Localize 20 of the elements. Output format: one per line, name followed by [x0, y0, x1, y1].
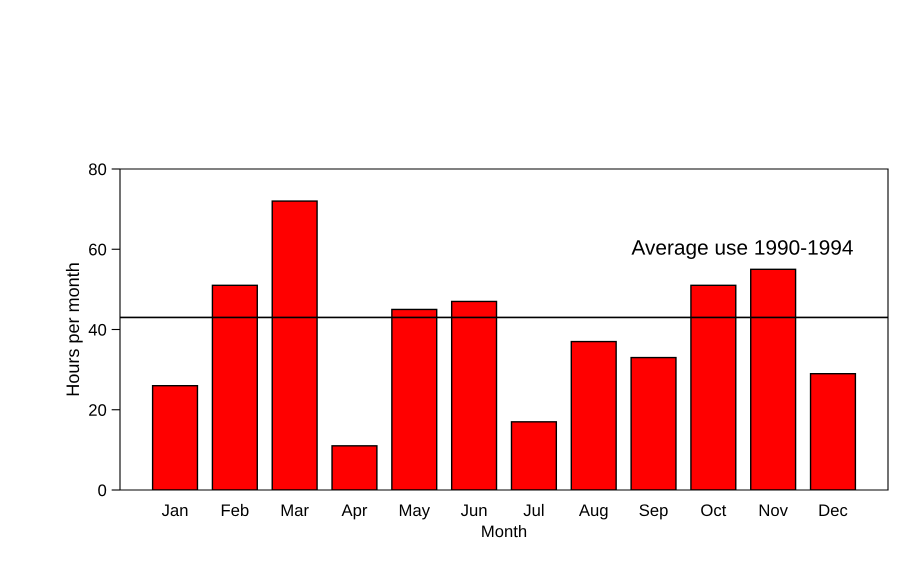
y-tick-label: 60	[89, 244, 106, 256]
x-tick-label: Sep	[639, 504, 668, 520]
x-tick-label: May	[400, 504, 430, 520]
x-tick-label: Aug	[578, 504, 608, 520]
x-tick-label: Nov	[760, 504, 788, 516]
ref-line-label: Average use 1990-1994	[631, 240, 853, 259]
x-axis-title: Month	[482, 524, 526, 538]
x-tick-label: Mar	[282, 504, 309, 516]
y-axis-title: Hours per month	[66, 263, 83, 396]
x-tick-label: Jan	[162, 504, 188, 516]
x-tick-label: Oct	[701, 504, 726, 516]
x-tick-label: Dec	[820, 504, 848, 516]
y-tick-label: 40	[88, 324, 106, 336]
x-tick-label: Feb	[222, 504, 249, 516]
x-tick-label: Jul	[524, 504, 544, 516]
x-tick-label: Jun	[460, 504, 486, 516]
y-tick-label: 20	[89, 404, 106, 416]
y-tick-label: 0	[98, 484, 106, 496]
x-tick-label: Apr	[342, 504, 368, 520]
y-tick-label: 80	[88, 163, 106, 176]
